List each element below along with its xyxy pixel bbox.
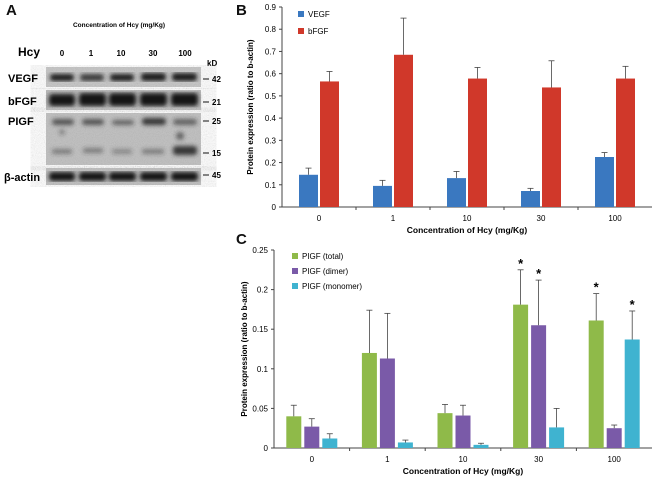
blot-strip-pigf — [46, 113, 201, 165]
chart-b-legend-swatch — [298, 11, 304, 17]
blot-label-pigf: PIGF — [8, 116, 34, 128]
blot-strip-vegf — [46, 67, 201, 87]
chart-b-bar-bfgf — [542, 87, 561, 207]
chart-b-bar-vegf — [595, 157, 614, 207]
chart-b-ytick-label: 0.8 — [265, 25, 277, 34]
blot-label-beta-actin: β-actin — [4, 172, 40, 184]
chart-b-ylabel: Protein expression (ratio to b-actin) — [246, 39, 255, 174]
chart-b-bar-vegf — [299, 174, 318, 207]
chart-b-ytick-label: 0 — [272, 203, 277, 212]
chart-b-xlabel: Concentration of Hcy (mg/Kg) — [407, 225, 528, 235]
marker-15: 15 — [212, 149, 221, 158]
chart-b-ytick-label: 0.9 — [265, 3, 277, 12]
chart-b-bar-bfgf — [320, 81, 339, 207]
chart-b-ytick-label: 0.7 — [265, 47, 277, 56]
blot-header: Concentration of Hcy (mg/Kg) — [73, 22, 165, 29]
western-blot-panel: Concentration of Hcy (mg/Kg) Hcy kD 0 1 … — [4, 22, 221, 185]
chart-b-ytick-label: 0.4 — [265, 114, 277, 123]
chart-b-xtick-label: 30 — [537, 214, 546, 223]
chart-b-xtick-label: 0 — [317, 214, 322, 223]
blot-lane-30: 30 — [149, 49, 158, 58]
blot-label-bfgf: bFGF — [8, 96, 37, 108]
chart-b-legend-swatch — [298, 28, 304, 34]
marker-42: 42 — [212, 75, 221, 84]
blot-strip-bfgf — [46, 90, 201, 110]
chart-b-legend-label: VEGF — [308, 10, 330, 19]
blot-lane-0: 0 — [60, 49, 65, 58]
chart-b-xtick-label: 100 — [608, 214, 622, 223]
chart-b-ytick-label: 0.2 — [265, 159, 277, 168]
chart-b-ytick-label: 0.3 — [265, 136, 277, 145]
blot-strip-beta-actin — [46, 168, 201, 185]
chart-b-bar-bfgf — [394, 54, 413, 208]
marker-25: 25 — [212, 117, 221, 126]
chart-b-ytick-label: 0.5 — [265, 92, 277, 101]
chart-b-bar-vegf — [521, 191, 540, 207]
chart-b-group: 0 0.1 0.2 0.3 0.4 0.5 0.6 0.7 0.8 0.9 0 1 10 30 100 VEG… — [246, 3, 652, 235]
chart-b-bar-bfgf — [468, 78, 487, 207]
chart-b-bar-vegf — [373, 185, 392, 207]
chart-b-ytick-label: 0.6 — [265, 70, 277, 79]
chart-b-xtick-label: 1 — [391, 214, 396, 223]
panel-label-c: C — [236, 231, 247, 248]
blot-kd-label: kD — [207, 59, 217, 68]
chart-b-ytick-label: 0.1 — [265, 181, 277, 190]
panel-label-b: B — [236, 2, 247, 19]
marker-45: 45 — [212, 171, 221, 180]
panel-label-a: A — [6, 2, 17, 19]
blot-lane-1: 1 — [89, 49, 94, 58]
chart-b-legend-label: bFGF — [308, 27, 329, 36]
marker-21: 21 — [212, 98, 221, 107]
blot-lane-10: 10 — [117, 49, 126, 58]
chart-b-xtick-label: 10 — [463, 214, 472, 223]
blot-lane-100: 100 — [178, 49, 192, 58]
blot-label-vegf: VEGF — [8, 73, 38, 85]
chart-b-bar-vegf — [447, 178, 466, 207]
blot-hcy-label: Hcy — [18, 45, 40, 59]
chart-b-bar-bfgf — [616, 78, 635, 207]
